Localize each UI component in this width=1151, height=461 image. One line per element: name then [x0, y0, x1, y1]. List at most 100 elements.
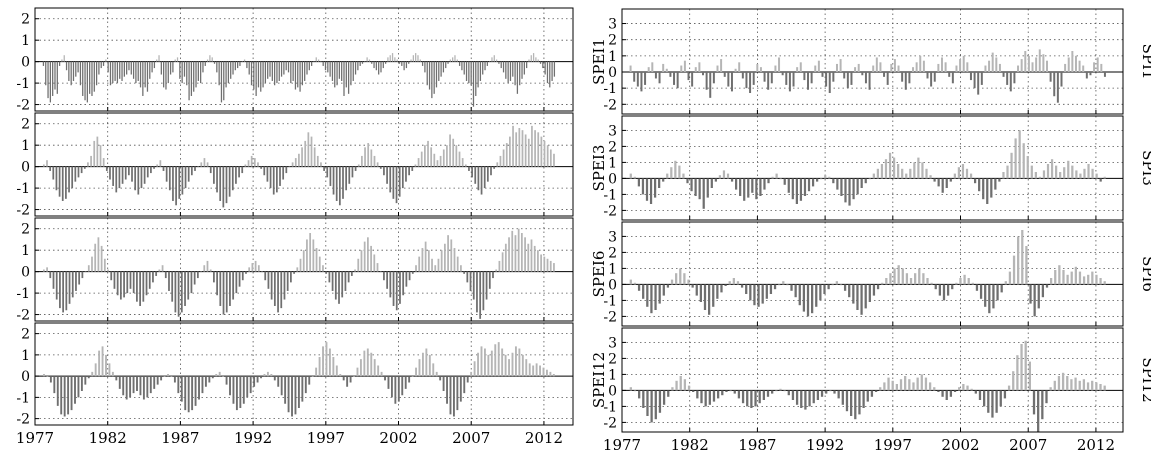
bar: [916, 377, 919, 391]
bar: [872, 65, 875, 72]
bar: [926, 72, 929, 79]
bar: [723, 72, 726, 77]
bar: [142, 61, 144, 96]
bar: [266, 371, 269, 377]
bar: [145, 271, 148, 296]
bar: [886, 72, 889, 85]
x-tick-label: 1987: [161, 429, 199, 447]
bar: [816, 390, 820, 400]
bar: [351, 166, 354, 178]
bar: [455, 145, 458, 167]
x-tick-label: 1987: [738, 436, 776, 454]
bar: [384, 61, 387, 64]
bar: [301, 61, 304, 86]
plot-frame: [34, 112, 574, 217]
x-tick-label: 2002: [379, 429, 417, 447]
bar: [636, 72, 639, 87]
bar: [953, 173, 956, 179]
bar: [100, 61, 102, 69]
bar: [755, 178, 758, 200]
bar: [524, 237, 526, 272]
bar: [294, 158, 297, 167]
bar: [458, 151, 461, 167]
bar: [683, 379, 687, 391]
bar: [470, 371, 473, 377]
bar: [856, 284, 859, 310]
bar: [271, 61, 273, 81]
y-tick-label: 2: [608, 351, 617, 367]
bar: [153, 61, 156, 69]
bar: [222, 376, 225, 377]
bar: [767, 178, 770, 184]
bar: [84, 376, 87, 385]
bar: [171, 271, 174, 302]
bar: [359, 61, 361, 66]
bar: [920, 374, 923, 391]
bar: [277, 271, 279, 313]
bar: [1071, 165, 1074, 179]
bar: [1030, 165, 1033, 179]
bar: [540, 136, 543, 167]
bar: [383, 271, 385, 281]
bar: [94, 363, 97, 377]
bar: [872, 173, 875, 179]
bar: [850, 72, 853, 85]
bar: [537, 132, 540, 167]
bar: [162, 166, 165, 171]
bar: [445, 61, 447, 69]
bar: [343, 61, 345, 96]
bar: [334, 61, 336, 88]
bar: [840, 178, 843, 196]
bar: [759, 178, 762, 196]
bar: [485, 271, 488, 300]
bar: [965, 168, 969, 179]
bar: [542, 61, 544, 69]
bar: [424, 61, 426, 73]
bar: [428, 61, 431, 90]
bar: [452, 57, 454, 62]
bar: [46, 267, 48, 272]
bar: [264, 61, 267, 84]
bar: [962, 384, 965, 391]
bar: [794, 284, 797, 298]
bar: [194, 376, 197, 406]
bar: [257, 61, 260, 88]
bar: [229, 271, 231, 306]
plot-frame: [34, 7, 574, 112]
bar: [904, 376, 907, 391]
bar: [131, 166, 133, 182]
bar: [716, 284, 719, 299]
bar: [501, 348, 504, 377]
bar: [421, 248, 424, 272]
bar: [1002, 72, 1005, 77]
bar: [389, 55, 391, 62]
bar: [139, 61, 142, 88]
bar: [367, 143, 370, 167]
bar: [1078, 271, 1082, 285]
y-tick-label: 0: [21, 160, 30, 176]
bar: [306, 239, 308, 272]
bar: [220, 61, 223, 103]
bar: [839, 59, 842, 72]
y-tick-label: 1: [21, 348, 30, 364]
plot-area: [622, 328, 1123, 432]
bar: [1020, 59, 1023, 72]
bar: [75, 61, 77, 77]
bar: [1049, 72, 1052, 82]
bar: [640, 72, 643, 92]
bar: [868, 178, 871, 180]
bar: [1074, 377, 1077, 391]
bar: [1004, 281, 1007, 285]
bar: [779, 178, 782, 180]
y-tick-label: 0: [608, 65, 617, 81]
bar: [860, 284, 863, 315]
bar: [694, 67, 697, 72]
bar: [477, 166, 480, 191]
bar: [399, 271, 401, 304]
bar: [257, 162, 259, 167]
bar: [476, 271, 478, 313]
bar: [447, 61, 449, 64]
bar: [1085, 72, 1088, 79]
bar: [177, 271, 180, 317]
